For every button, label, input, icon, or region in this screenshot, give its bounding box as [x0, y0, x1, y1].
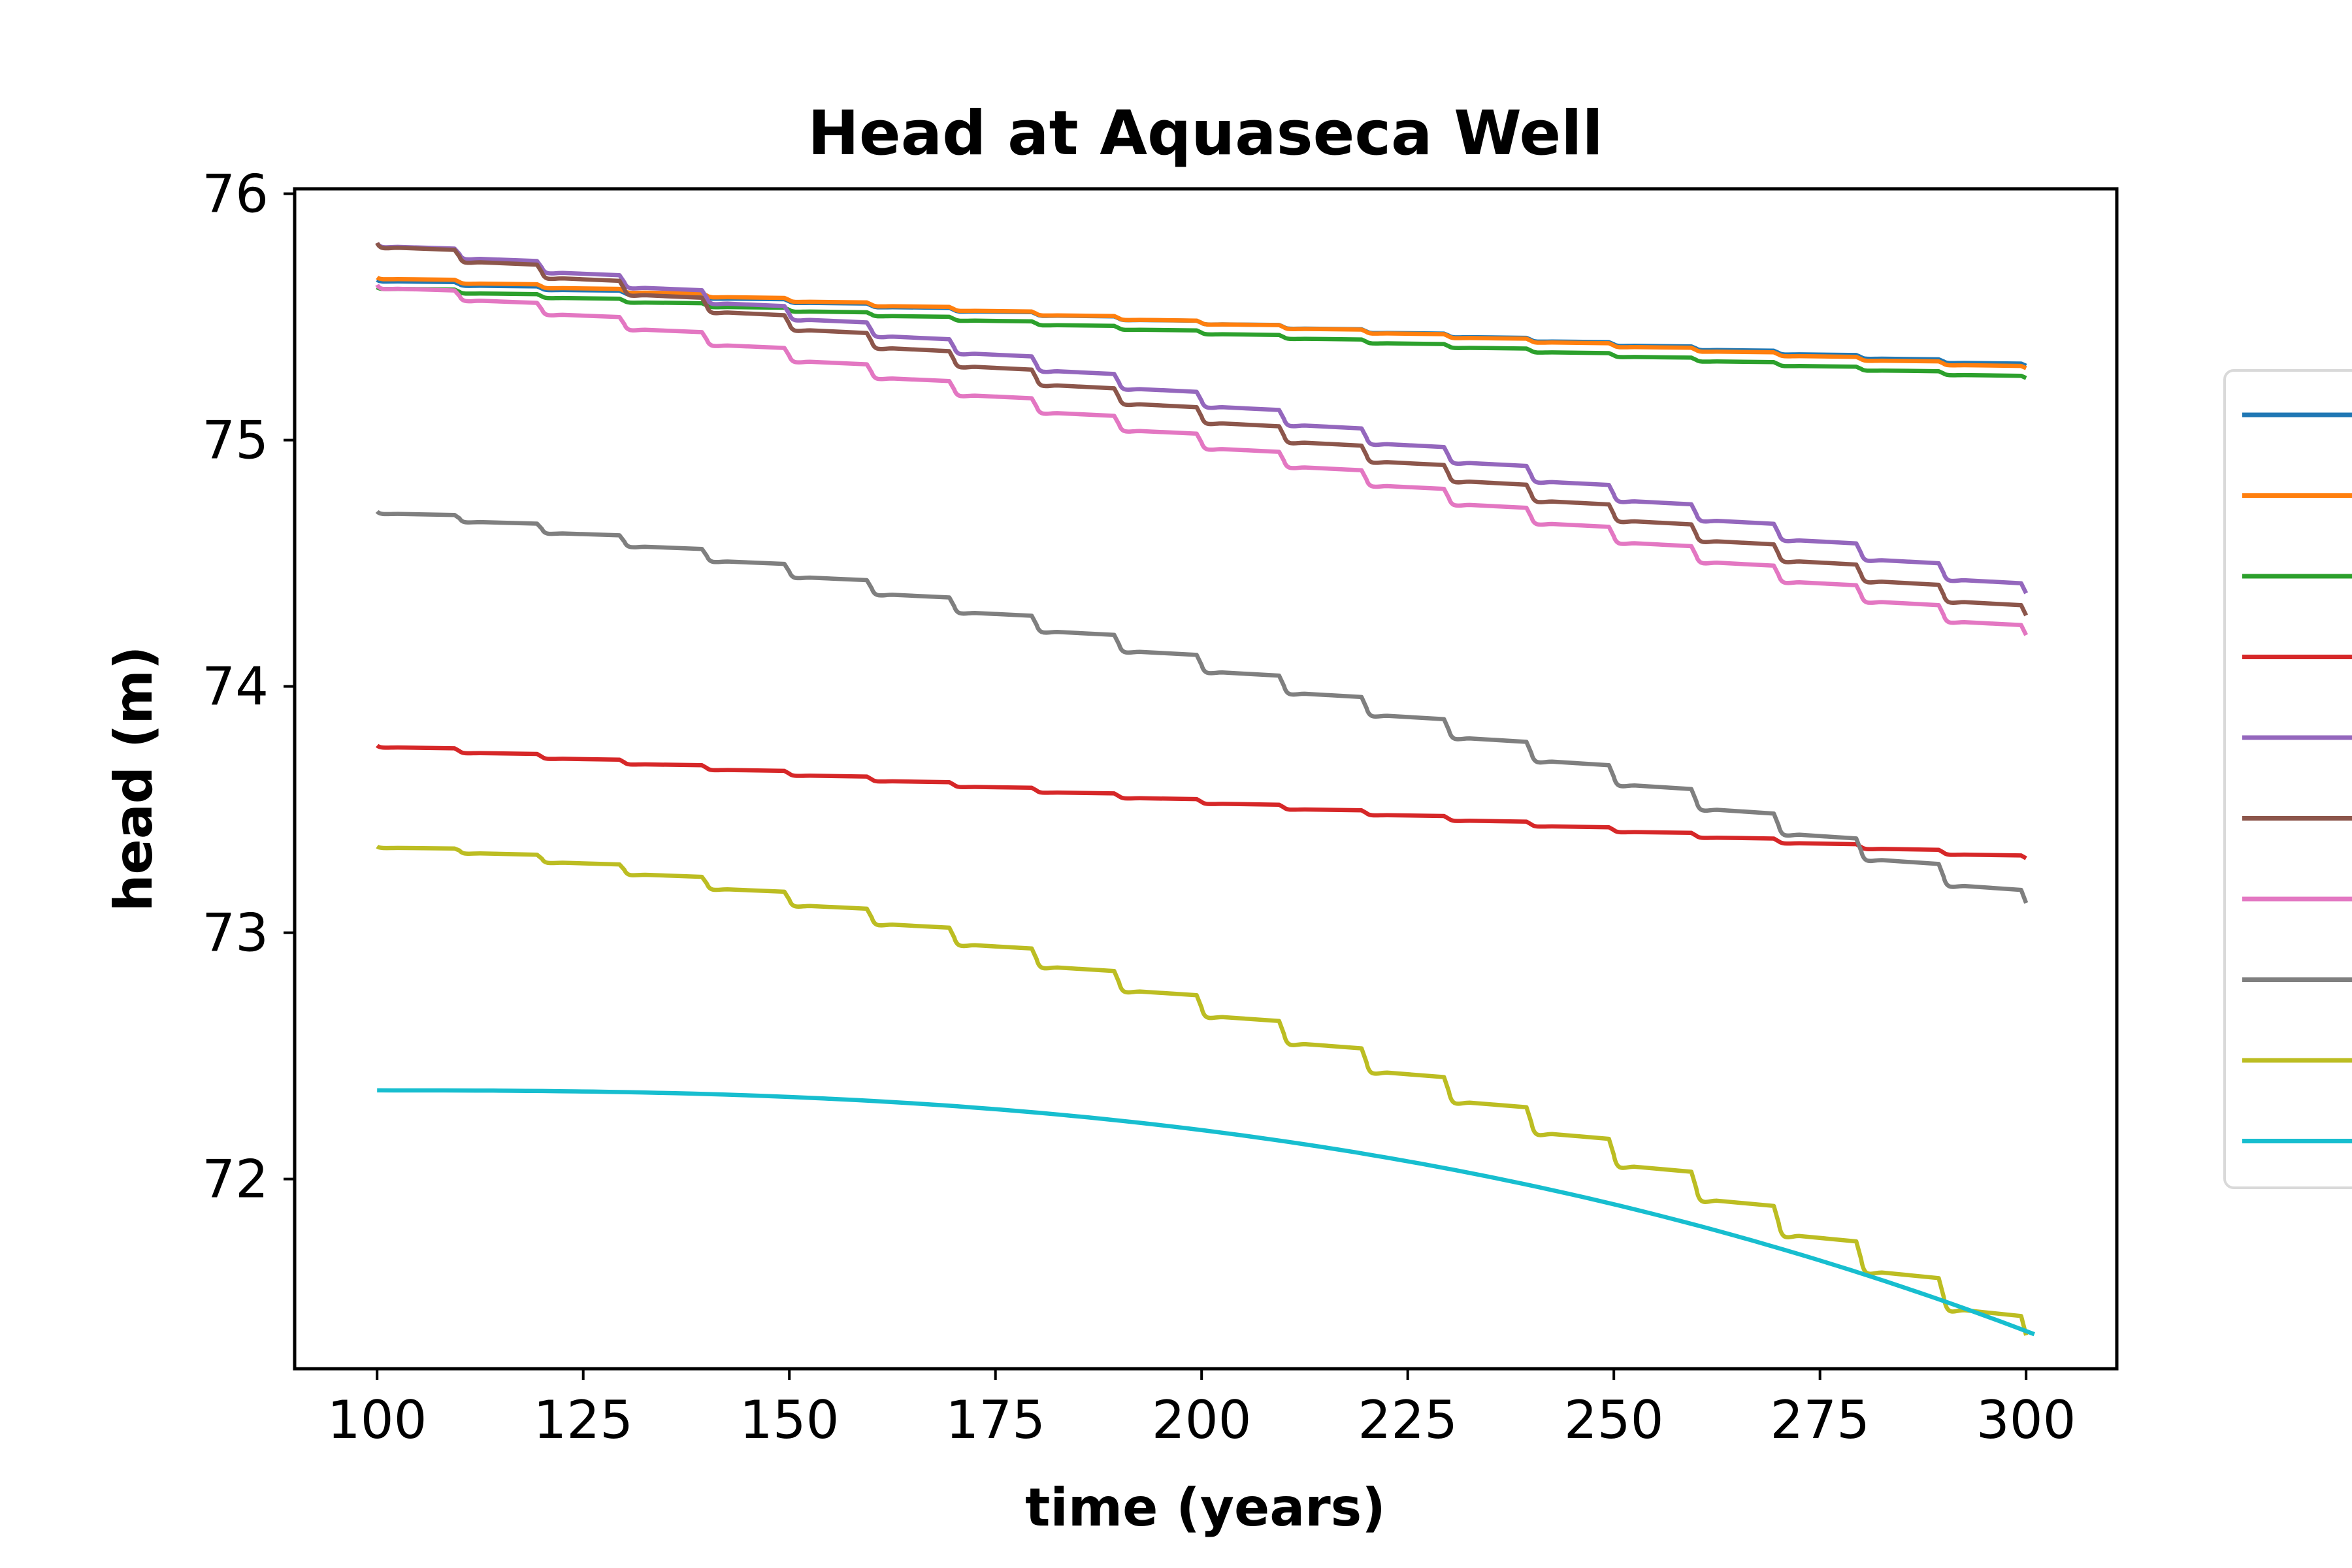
x-tick-label: 225 [1358, 1390, 1458, 1450]
y-axis-label: head (m) [103, 646, 164, 912]
plot-frame [293, 187, 2119, 1371]
series-line-3 [376, 285, 2027, 380]
x-axis-label: time (years) [1025, 1477, 1386, 1538]
x-tick-label: 100 [327, 1390, 427, 1450]
series-line-7 [375, 284, 2029, 636]
series-line-8 [375, 510, 2029, 904]
y-tick-label: 74 [202, 657, 269, 717]
x-tick-label: 300 [1976, 1390, 2076, 1450]
x-tick-label: 175 [945, 1390, 1045, 1450]
y-tick-label: 72 [202, 1149, 269, 1210]
x-tick-label: 275 [1770, 1390, 1870, 1450]
series-layer [375, 242, 2035, 1337]
chart-title: Head at Aquaseca Well [808, 98, 1603, 169]
series-line-9 [376, 844, 2029, 1336]
series-line-4 [375, 743, 2027, 860]
x-tick-label: 250 [1564, 1390, 1664, 1450]
series-line-10 [377, 1088, 2035, 1337]
legend-frame [2223, 369, 2352, 1189]
y-tick-label: 76 [202, 164, 269, 225]
series-line-6 [375, 242, 2029, 617]
x-tick-label: 200 [1152, 1390, 1252, 1450]
legend [2223, 369, 2352, 1189]
y-tick-label: 75 [202, 410, 269, 471]
y-tick-label: 73 [202, 903, 269, 964]
ticks-layer: 100 125 150 175 200 225 250 275 300 72 73 74 75 76 [202, 164, 2076, 1450]
x-tick-label: 150 [740, 1390, 840, 1450]
x-tick-label: 125 [533, 1390, 633, 1450]
series-line-5 [375, 242, 2029, 595]
series-line-2 [376, 275, 2027, 370]
